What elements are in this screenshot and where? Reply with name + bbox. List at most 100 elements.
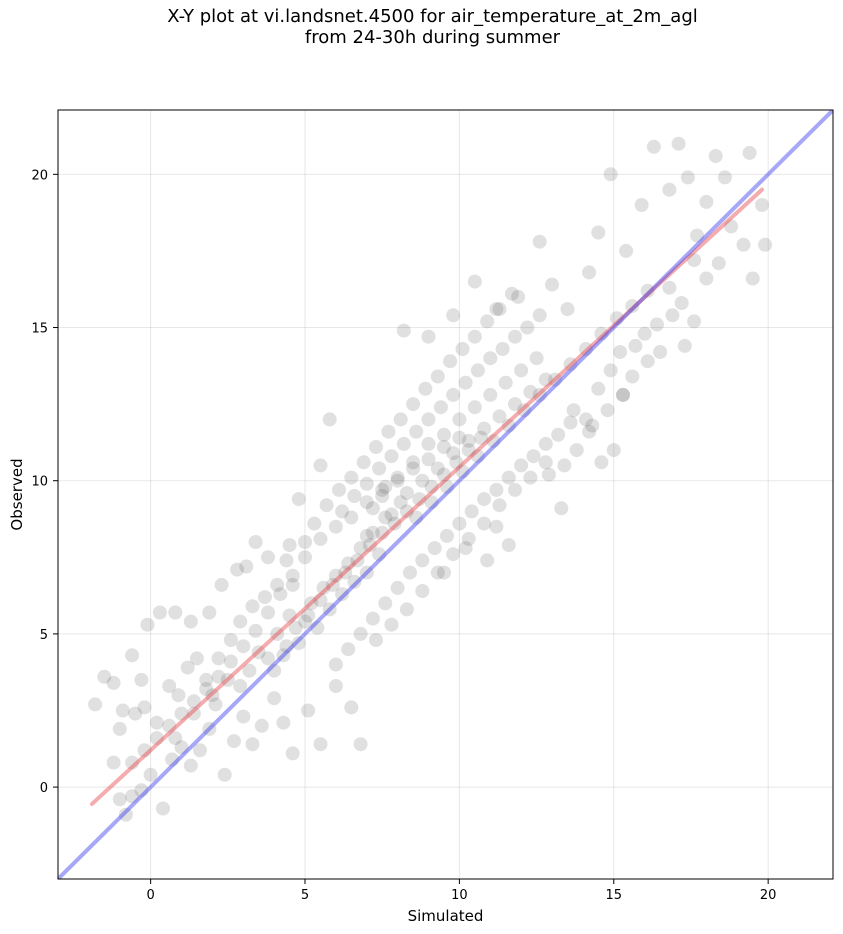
data-point (233, 679, 248, 693)
data-point (492, 409, 507, 424)
data-point (541, 467, 556, 482)
data-point (455, 464, 470, 479)
data-point (276, 648, 291, 663)
data-point (566, 403, 581, 418)
data-point (341, 642, 356, 657)
data-point (427, 541, 442, 556)
data-point (646, 139, 661, 154)
x-tick-label: 15 (606, 888, 623, 903)
data-point (106, 755, 121, 770)
data-point (353, 737, 368, 752)
data-point (437, 427, 451, 442)
data-point (609, 311, 624, 326)
data-point (233, 614, 248, 629)
data-point (480, 314, 495, 329)
data-point (554, 501, 569, 516)
data-point (437, 565, 451, 580)
data-point (452, 430, 467, 445)
data-point (680, 170, 695, 185)
axis-ticks: 0 5 10 15 20 0 5 10 15 20 (31, 168, 776, 903)
data-point (430, 565, 445, 580)
data-point (137, 743, 152, 758)
data-point (162, 718, 177, 733)
data-point (375, 482, 390, 497)
data-point (532, 234, 547, 249)
data-point (248, 535, 263, 549)
data-point (412, 492, 427, 507)
data-point (514, 458, 529, 473)
data-point (708, 149, 723, 163)
data-point (508, 329, 522, 344)
data-point (699, 271, 714, 286)
data-point (140, 617, 155, 632)
data-point (248, 623, 263, 638)
data-point (282, 608, 297, 623)
data-point (477, 516, 492, 531)
data-point (582, 265, 597, 280)
x-tick-label: 10 (451, 888, 468, 903)
data-point (205, 688, 220, 703)
data-point (353, 541, 368, 556)
data-point (492, 498, 507, 513)
data-point (545, 277, 559, 292)
data-point (415, 584, 430, 598)
data-point (415, 473, 430, 488)
data-point (446, 387, 461, 402)
data-point (261, 550, 275, 565)
data-point (313, 737, 328, 752)
data-point (267, 663, 282, 678)
data-point (149, 731, 164, 746)
data-point (467, 274, 482, 289)
data-point (251, 645, 266, 660)
data-point (365, 525, 380, 540)
data-point (424, 495, 439, 510)
data-point (208, 697, 223, 712)
data-point (328, 568, 343, 583)
data-point (344, 700, 359, 715)
data-point (582, 424, 597, 439)
chart-title-line-2: from 24-30h during summer (304, 27, 561, 48)
data-point (489, 519, 504, 534)
data-point (322, 602, 337, 617)
data-point (384, 507, 399, 522)
data-point (193, 743, 207, 758)
data-point (508, 482, 522, 497)
data-point (301, 608, 316, 623)
data-point (477, 421, 492, 436)
data-point (325, 577, 340, 592)
data-point (199, 682, 214, 696)
data-point (557, 458, 572, 473)
data-point (372, 461, 387, 476)
data-point (316, 580, 331, 595)
data-point (125, 755, 140, 770)
data-point (97, 669, 112, 684)
data-point (143, 767, 158, 782)
data-point (406, 455, 421, 470)
data-point (399, 602, 414, 617)
data-point (328, 657, 343, 672)
data-point (529, 351, 544, 366)
data-point (538, 455, 553, 470)
data-point (452, 412, 467, 427)
data-point (758, 237, 773, 252)
data-point (344, 510, 359, 525)
data-point (523, 470, 538, 485)
data-point (279, 639, 294, 654)
data-point (125, 789, 140, 804)
data-point (409, 510, 424, 525)
data-point (211, 669, 226, 684)
data-point (375, 489, 390, 503)
data-point (347, 489, 362, 503)
data-point (640, 354, 655, 369)
data-point (458, 375, 473, 390)
data-point (717, 170, 732, 185)
data-point (134, 672, 149, 687)
data-point (273, 587, 288, 602)
data-point (523, 384, 538, 399)
data-point (356, 455, 371, 470)
data-point (168, 605, 183, 620)
data-point (455, 342, 470, 356)
data-point (223, 633, 238, 647)
